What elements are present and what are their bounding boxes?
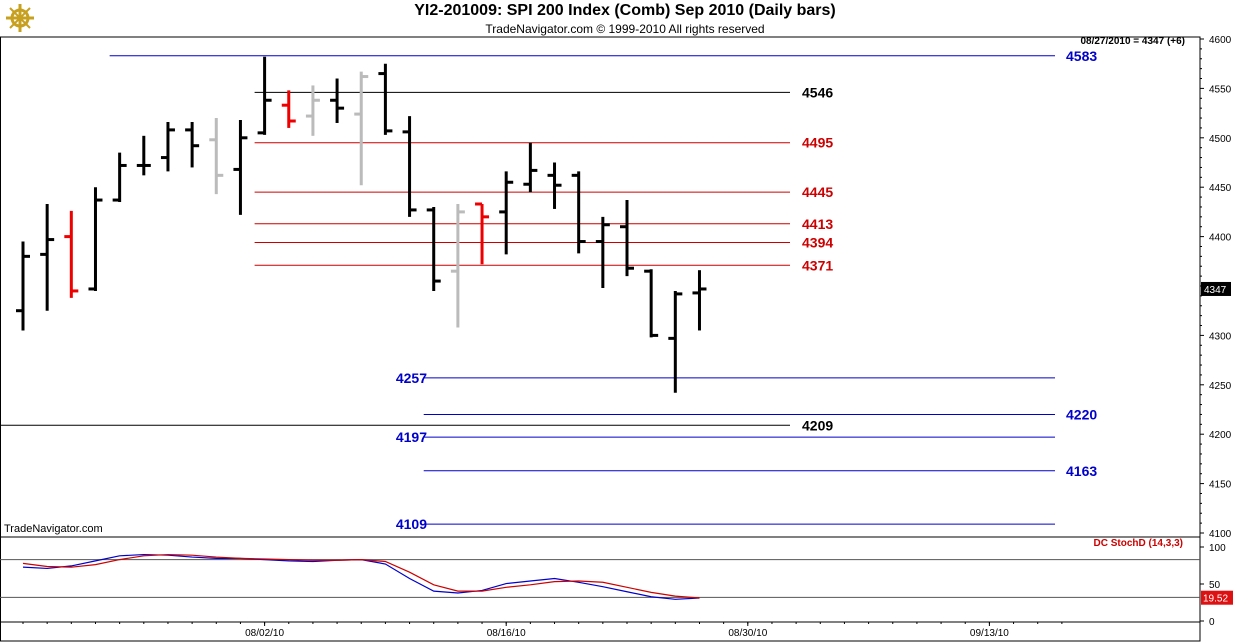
- stoch-value-tag-box: [1201, 590, 1233, 605]
- level-label-4495: 4495: [802, 135, 833, 151]
- level-label-4220: 4220: [1066, 406, 1097, 422]
- last-price-tag-label: 4347: [1204, 285, 1227, 296]
- stochastic-indicator-label: DC StochD (14,3,3): [1093, 538, 1183, 549]
- level-label-4257: 4257: [396, 370, 427, 386]
- level-label-4197: 4197: [396, 429, 427, 445]
- price-y-tick-label: 4250: [1209, 381, 1232, 392]
- price-y-tick-label: 4200: [1209, 430, 1232, 441]
- level-label-4209: 4209: [802, 417, 833, 433]
- level-label-4109: 4109: [396, 516, 427, 532]
- ship-helm-logo-icon: [6, 4, 34, 32]
- x-axis-tick-label: 09/13/10: [970, 628, 1009, 639]
- stoch-value-tag-label: 19.52: [1203, 594, 1228, 605]
- plot-frame: [0, 36, 1201, 642]
- x-axis-tick-label: 08/30/10: [728, 628, 767, 639]
- price-y-tick-label: 4100: [1209, 529, 1232, 540]
- price-y-tick-label: 4150: [1209, 480, 1232, 491]
- price-y-tick-label: 4300: [1209, 331, 1232, 342]
- x-axis-tick-label: 08/16/10: [487, 628, 526, 639]
- stoch-y-tick-label: 100: [1209, 543, 1226, 554]
- price-y-tick-label: 4400: [1209, 233, 1232, 244]
- stoch-series-line-1: [22, 553, 700, 599]
- level-label-4445: 4445: [802, 184, 833, 200]
- level-label-4546: 4546: [802, 84, 833, 100]
- price-y-tick-label: 4600: [1209, 35, 1232, 46]
- last-quote-readout: 08/27/2010 = 4347 (+6): [1080, 36, 1185, 47]
- last-price-tag-box: [1201, 281, 1231, 296]
- level-label-4413: 4413: [802, 216, 833, 232]
- level-label-4371: 4371: [802, 257, 833, 273]
- price-y-tick-label: 4500: [1209, 134, 1232, 145]
- level-label-4163: 4163: [1066, 463, 1097, 479]
- price-y-tick-label: 4450: [1209, 183, 1232, 194]
- level-label-4394: 4394: [802, 235, 833, 251]
- copyright-text: TradeNavigator.com © 1999-2010 All right…: [485, 22, 765, 36]
- stoch-series-line-0: [22, 553, 700, 600]
- stoch-y-tick-label: 50: [1209, 580, 1221, 591]
- chart-title: YI2-201009: SPI 200 Index (Comb) Sep 201…: [414, 2, 836, 19]
- price-y-tick-label: 4550: [1209, 84, 1232, 95]
- x-axis-tick-label: 08/02/10: [245, 628, 284, 639]
- stoch-y-tick-label: 0: [1209, 617, 1215, 628]
- watermark-text: TradeNavigator.com: [4, 523, 103, 535]
- level-label-4583: 4583: [1066, 48, 1097, 64]
